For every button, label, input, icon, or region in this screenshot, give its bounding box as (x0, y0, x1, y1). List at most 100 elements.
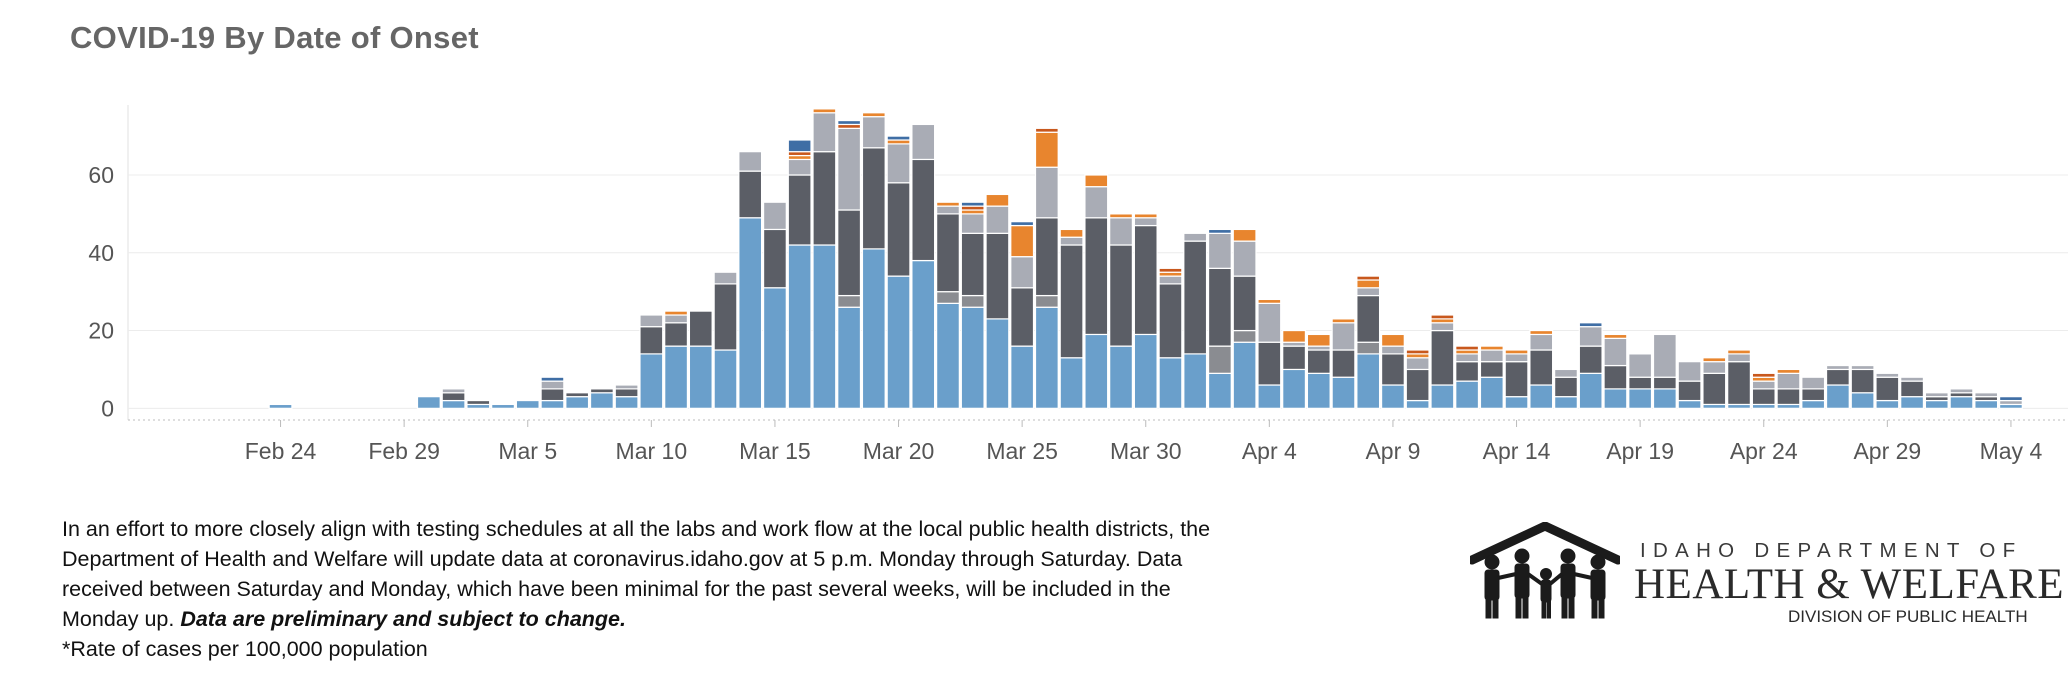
bar-segment (1455, 353, 1480, 363)
bar-segment (1875, 372, 1900, 378)
bar-segment (1801, 399, 1826, 409)
bar-segment (1109, 217, 1133, 246)
bar-segment (1282, 329, 1307, 343)
x-tick-label: Feb 24 (245, 438, 317, 464)
bar-segment (1801, 376, 1826, 390)
bar-segment (985, 232, 1010, 320)
bar-segment (1603, 333, 1628, 339)
bar-segment (1529, 349, 1554, 386)
bar-segment (441, 392, 466, 402)
bar-segment (614, 388, 639, 398)
bar-segment (664, 314, 689, 324)
x-tick-label: Mar 25 (986, 438, 1058, 464)
bar-segment (1405, 357, 1430, 371)
bar-segment (1554, 396, 1578, 409)
bar-segment (787, 139, 812, 153)
bar-segment (540, 376, 565, 382)
bar-segment (1529, 333, 1554, 351)
bar-segment (1183, 232, 1208, 242)
bar-segment (886, 182, 911, 277)
footnote-line-1: In an effort to more closely align with … (62, 517, 1211, 541)
bar-segment (1702, 372, 1727, 406)
bar-segment (1034, 127, 1059, 133)
bar-segment (1628, 353, 1653, 378)
bar-segment (1257, 302, 1282, 343)
bar-segment (762, 201, 787, 231)
bar-segment (713, 283, 738, 351)
bar-segment (837, 306, 862, 409)
bar-segment (1504, 396, 1529, 409)
bar-segment (1751, 380, 1776, 390)
bar-segment (589, 388, 614, 394)
bar-segment (1455, 361, 1480, 382)
bar-segment (837, 119, 862, 126)
bar-segment (1751, 388, 1776, 406)
bar-segment (1751, 372, 1776, 378)
bar-segment (1059, 236, 1084, 246)
y-tick-label: 40 (88, 240, 114, 266)
bar-segment (441, 399, 466, 409)
bar-segment (1727, 349, 1751, 355)
bar-segment (1232, 228, 1257, 242)
bar-segment (1430, 329, 1455, 386)
bar-segment (1554, 376, 1578, 398)
bar-segment (1059, 228, 1084, 238)
bar-segment (1652, 333, 1677, 378)
bar-segment (1479, 345, 1504, 351)
bar-segment (1282, 368, 1307, 409)
bar-segment (886, 275, 911, 409)
bar-segment (639, 326, 664, 355)
bar-segment (1554, 368, 1578, 378)
bar-segment (861, 248, 886, 409)
bar-segment (1900, 376, 1925, 382)
bar-segment (1578, 372, 1603, 409)
bar-segment (1133, 213, 1158, 219)
x-tick-label: Mar 20 (863, 438, 935, 464)
bar-segment (1356, 294, 1381, 343)
bar-segment (1479, 349, 1504, 363)
footnote-rate-note: *Rate of cases per 100,000 population (62, 637, 428, 661)
bar-segment (1232, 275, 1257, 332)
bar-segment (1306, 333, 1331, 347)
bar-segment (1405, 368, 1430, 402)
x-tick-label: Apr 4 (1242, 438, 1297, 464)
bar-segment (1430, 384, 1455, 409)
bar-segment (1232, 329, 1257, 343)
bar-segment (1924, 399, 1949, 409)
bar-segment (936, 302, 960, 409)
bar-segment (614, 396, 639, 409)
bar-segment (1405, 399, 1430, 409)
bar-segment (1084, 333, 1109, 409)
bar-segment (1504, 349, 1529, 355)
bar-segment (1900, 380, 1925, 398)
bar-segment (1380, 353, 1405, 386)
x-tick-label: Feb 29 (368, 438, 440, 464)
bar-segment (960, 294, 985, 308)
bar-segment (1702, 361, 1727, 374)
bar-segment (1034, 217, 1059, 297)
bar-segment (1702, 357, 1727, 363)
bar-segment (639, 353, 664, 409)
bar-segment (1109, 244, 1133, 347)
bar-segment (1010, 256, 1035, 289)
bar-segment (1430, 314, 1455, 320)
bar-segment (1430, 322, 1455, 332)
bar-segment (960, 232, 985, 297)
bar-segment (1084, 217, 1109, 336)
bar-segment (1207, 232, 1232, 269)
bar-segment (713, 271, 738, 285)
bar-segment (589, 392, 614, 409)
bar-segment (540, 399, 565, 409)
x-tick-label: Apr 29 (1853, 438, 1921, 464)
bar-segment (985, 193, 1010, 207)
logo-division-text: DIVISION OF PUBLIC HEALTH (1788, 607, 2028, 626)
bar-segment (664, 322, 689, 347)
bar-segment (1034, 294, 1059, 308)
bar-segment (1801, 388, 1826, 402)
bar-segment (812, 112, 837, 153)
bar-segment (1282, 345, 1307, 371)
bar-segment (1677, 361, 1702, 382)
bar-segment (1380, 345, 1405, 355)
bar-segment (1578, 326, 1603, 347)
bar-segment (1356, 279, 1381, 289)
